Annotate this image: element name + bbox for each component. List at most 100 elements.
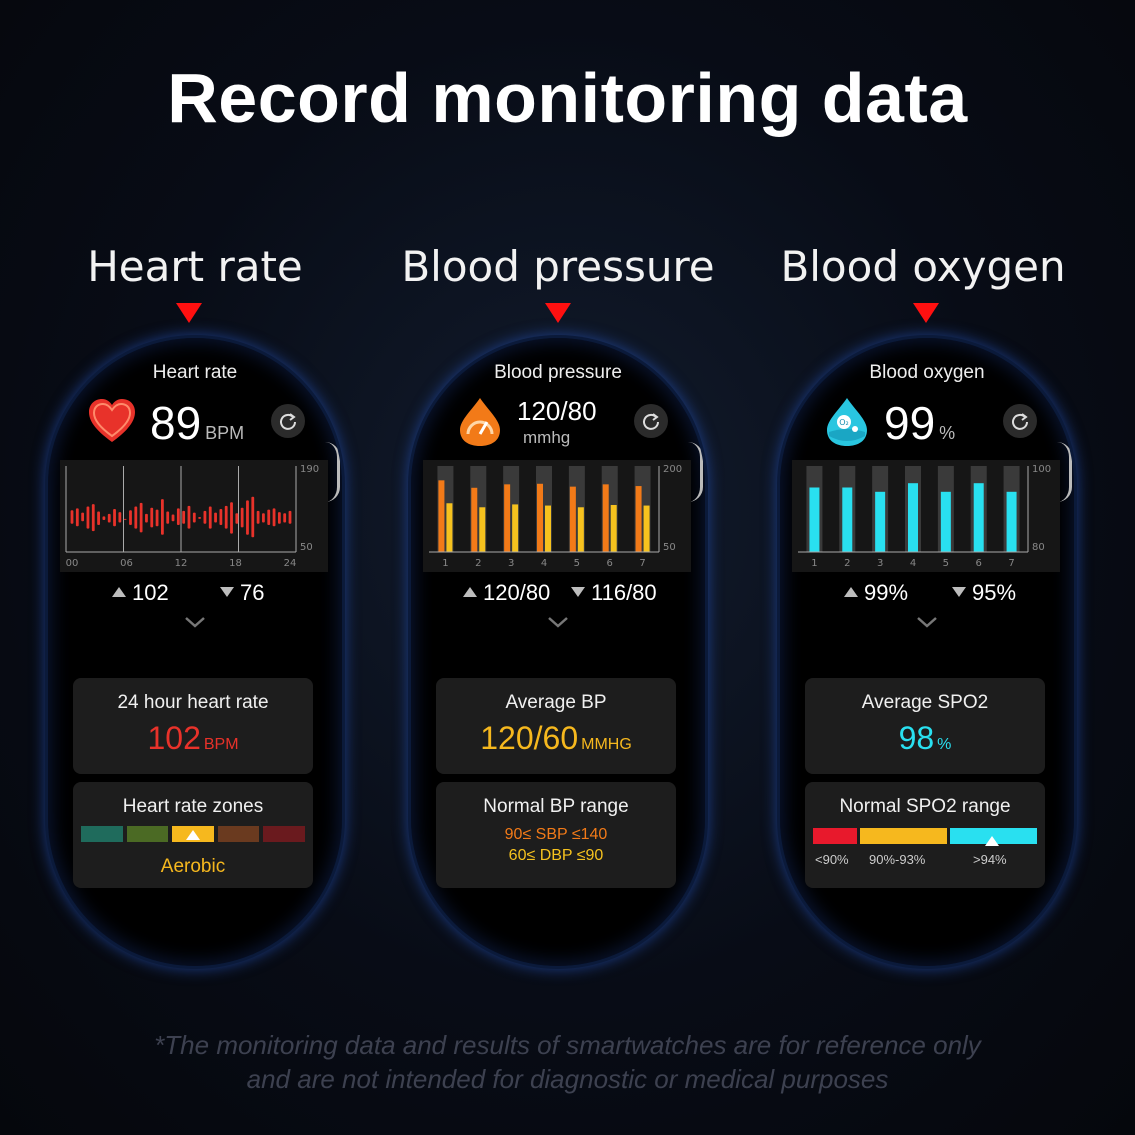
x-tick-label: 2 [475, 558, 481, 569]
hr-bar [277, 512, 281, 524]
hr-bar [267, 509, 271, 525]
hr-bar [145, 513, 148, 523]
x-tick-label: 18 [229, 558, 242, 569]
bar-sbp [504, 484, 511, 552]
x-tick-label: 1 [442, 558, 448, 569]
card-title: Average BP [505, 692, 607, 713]
zone-segment [81, 826, 123, 842]
scroll-indicator[interactable] [1057, 442, 1072, 502]
bar-spo2 [973, 483, 984, 552]
hr-bar [160, 499, 164, 535]
hr-bar [246, 500, 249, 535]
blood-pressure-chart: 200 50 1 2 3 4 5 6 7 [423, 460, 691, 572]
scroll-indicator[interactable] [688, 442, 703, 502]
y-tick-label: 100 [1032, 464, 1051, 475]
hr-bar [134, 506, 138, 529]
x-tick-label: 4 [541, 558, 547, 569]
bar-sbp [635, 486, 642, 552]
bar-sbp [438, 480, 445, 552]
heart-rate-zones-card[interactable]: Heart rate zones Aerobic [73, 782, 313, 888]
normal-bp-range-card[interactable]: Normal BP range 90≤ SBP ≤140 60≤ DBP ≤90 [436, 782, 676, 888]
card-title: Normal BP range [483, 796, 629, 817]
hr-bar [251, 496, 255, 538]
svg-text:O₂: O₂ [839, 418, 849, 427]
bar-sbp [602, 484, 609, 552]
x-tick-label: 2 [844, 558, 850, 569]
bar-spo2 [908, 483, 918, 552]
hr-bar [219, 509, 223, 525]
zone-segment [172, 826, 214, 842]
hr-bar [240, 507, 244, 528]
y-tick-label: 80 [1032, 542, 1045, 553]
hr-bar [198, 516, 202, 519]
normal-spo2-range-card[interactable]: Normal SPO2 range <90% 90%-93% >94% [805, 782, 1045, 888]
bar-dbp [610, 504, 617, 552]
bar-dbp [512, 504, 519, 552]
bar-sbp [471, 487, 478, 552]
chevron-down-icon[interactable] [546, 614, 570, 630]
hr-bar [81, 512, 85, 522]
card-title: 24 hour heart rate [117, 692, 269, 713]
range-label-mid: 90%-93% [869, 852, 926, 867]
disclaimer-line-1: *The monitoring data and results of smar… [154, 1030, 981, 1060]
average-spo2-card[interactable]: Average SPO2 98% [805, 678, 1045, 774]
hr-bar [187, 505, 191, 529]
hr-bar [70, 510, 74, 524]
24h-heart-rate-card[interactable]: 24 hour heart rate 102 BPM [73, 678, 313, 774]
zone-segment [263, 826, 305, 842]
x-tick-label: 7 [639, 558, 645, 569]
chevron-down-icon[interactable] [915, 614, 939, 630]
hr-bar [107, 513, 111, 523]
x-tick-label: 5 [943, 558, 949, 569]
x-tick-label: 24 [284, 558, 297, 569]
bar-spo2 [940, 491, 951, 552]
x-tick-label: 6 [976, 558, 982, 569]
bar-dbp [446, 503, 453, 552]
x-tick-label: 3 [877, 558, 883, 569]
chevron-down-icon[interactable] [183, 614, 207, 630]
spo2-range-bar [813, 828, 1037, 844]
average-bp-card[interactable]: Average BP 120/60 MMHG [436, 678, 676, 774]
pointer-down-icon [913, 303, 939, 323]
bar-spo2 [875, 491, 886, 552]
hr-bar [113, 509, 116, 527]
y-tick-label: 190 [300, 464, 319, 475]
heart-icon [86, 396, 138, 448]
min-value: 95% [952, 580, 1016, 606]
hr-bar [192, 512, 196, 523]
screen-title: Heart rate [152, 362, 238, 383]
scroll-indicator[interactable] [325, 442, 340, 502]
refresh-icon [280, 413, 296, 430]
card-value: 120/60 MMHG [480, 720, 632, 756]
hr-bar [214, 512, 217, 523]
hr-bar [208, 506, 212, 529]
hr-bar [150, 507, 154, 528]
hr-bar [230, 502, 233, 534]
hr-bar [283, 513, 287, 523]
range-marker-icon [985, 836, 999, 846]
y-tick-label: 50 [300, 542, 313, 553]
hr-bar [224, 505, 228, 529]
spo2-value: 99% [884, 397, 956, 449]
triangle-up-icon [844, 587, 858, 597]
triangle-up-icon [463, 587, 477, 597]
refresh-button[interactable] [1003, 404, 1037, 438]
hr-bar [91, 504, 95, 532]
hr-bar [203, 510, 207, 524]
disclaimer-line-2: and are not intended for diagnostic or m… [246, 1064, 889, 1094]
refresh-button[interactable] [271, 404, 305, 438]
hr-bar [129, 510, 132, 525]
sbp-range: 90≤ SBP ≤140 [504, 826, 608, 843]
hr-bar [288, 510, 292, 524]
hr-bar [272, 508, 276, 527]
refresh-button[interactable] [634, 404, 668, 438]
triangle-down-icon [220, 587, 234, 597]
hr-bar [166, 511, 170, 524]
x-tick-label: 5 [574, 558, 580, 569]
x-tick-label: 12 [175, 558, 188, 569]
screen-title: Blood oxygen [869, 362, 985, 383]
bar-dbp [577, 507, 584, 552]
refresh-icon [1012, 413, 1028, 430]
card-title: Normal SPO2 range [839, 796, 1011, 817]
zone-caption: Aerobic [160, 856, 226, 877]
